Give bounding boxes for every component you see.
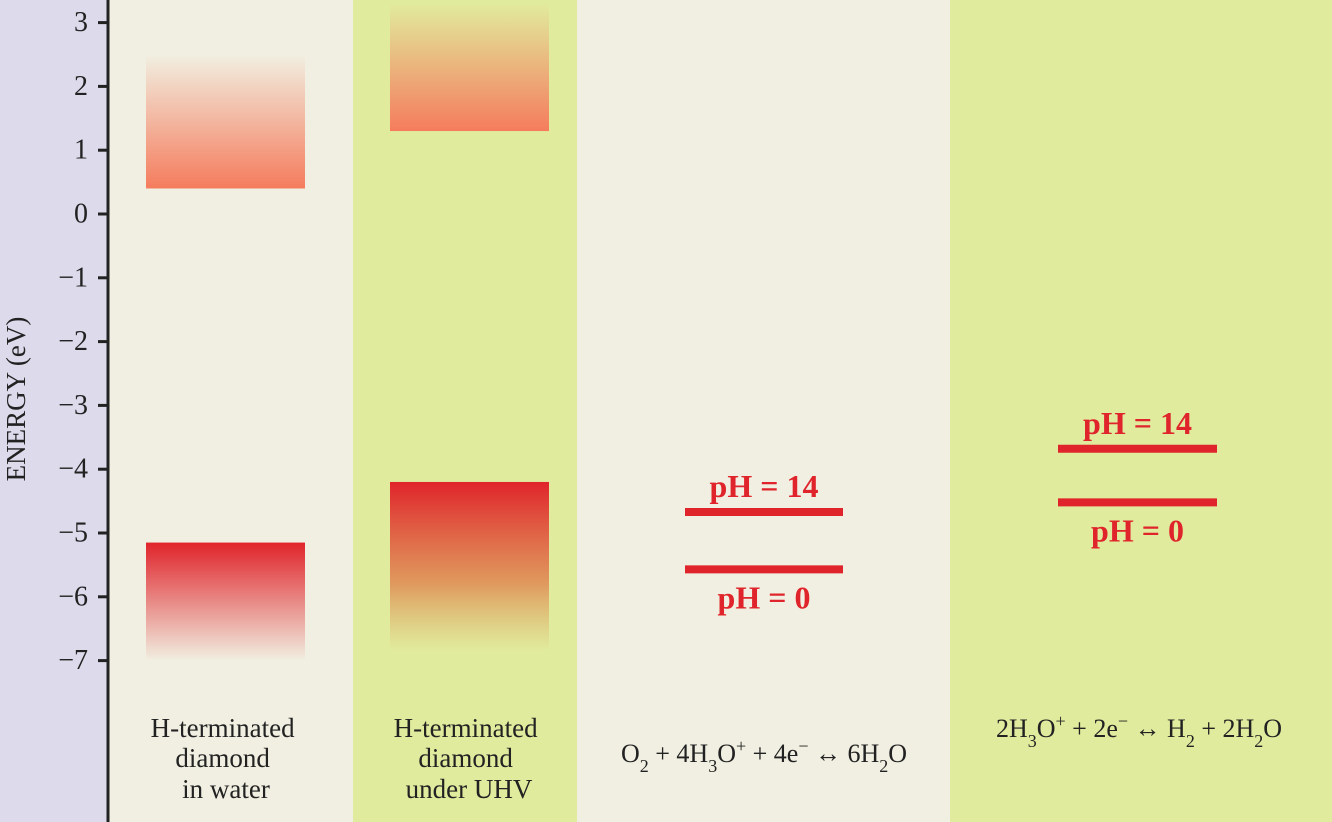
redox-level-label-hydrogen-0: pH = 14 — [1083, 405, 1192, 441]
valence-band-uhv — [390, 481, 549, 652]
y-tick-label: −1 — [58, 262, 88, 293]
redox-level-label-hydrogen-1: pH = 0 — [1091, 512, 1184, 548]
y-tick-label: 0 — [74, 199, 88, 230]
redox-levels-layer: pH = 14 pH = 0 pH = 14 pH = 0 — [685, 405, 1217, 615]
panel-oxygen — [577, 0, 950, 822]
y-tick-label: −7 — [58, 645, 88, 676]
y-tick-label: −2 — [58, 326, 88, 357]
category-label-uhv: H-terminated diamond under UHV — [394, 713, 545, 804]
y-tick-label: −5 — [58, 518, 88, 549]
conduction-band-water — [146, 54, 305, 189]
hydrogen-reaction-equation: 2H3O+ + 2e− ↔ H2 + 2H2O — [996, 711, 1282, 751]
y-tick-label: 3 — [74, 7, 88, 38]
panel-hydrogen — [950, 0, 1332, 822]
y-tick-label: −3 — [58, 390, 88, 421]
redox-level-label-oxygen-0: pH = 14 — [710, 468, 819, 504]
panel-uhv — [353, 0, 577, 822]
y-axis-label: ENERGY (eV) — [1, 317, 31, 482]
redox-level-label-oxygen-1: pH = 0 — [718, 579, 811, 615]
valence-band-water — [146, 542, 305, 661]
category-labels: H-terminated diamond in water H-terminat… — [151, 713, 545, 804]
bands-layer — [146, 3, 549, 661]
oxygen-reaction-equation: O2 + 4H3O+ + 4e− ↔ 6H2O — [621, 736, 907, 776]
axis-panel — [0, 0, 108, 822]
y-tick-label: −4 — [58, 454, 88, 485]
y-tick-label: 2 — [74, 71, 88, 102]
y-tick-label: −6 — [58, 581, 88, 612]
y-axis-ticks: 3 2 1 0 −1 −2 −3 −4 −5 −6 −7 — [58, 7, 108, 676]
category-label-water: H-terminated diamond in water — [151, 713, 302, 804]
y-tick-label: 1 — [74, 135, 88, 166]
conduction-band-uhv — [390, 3, 549, 132]
